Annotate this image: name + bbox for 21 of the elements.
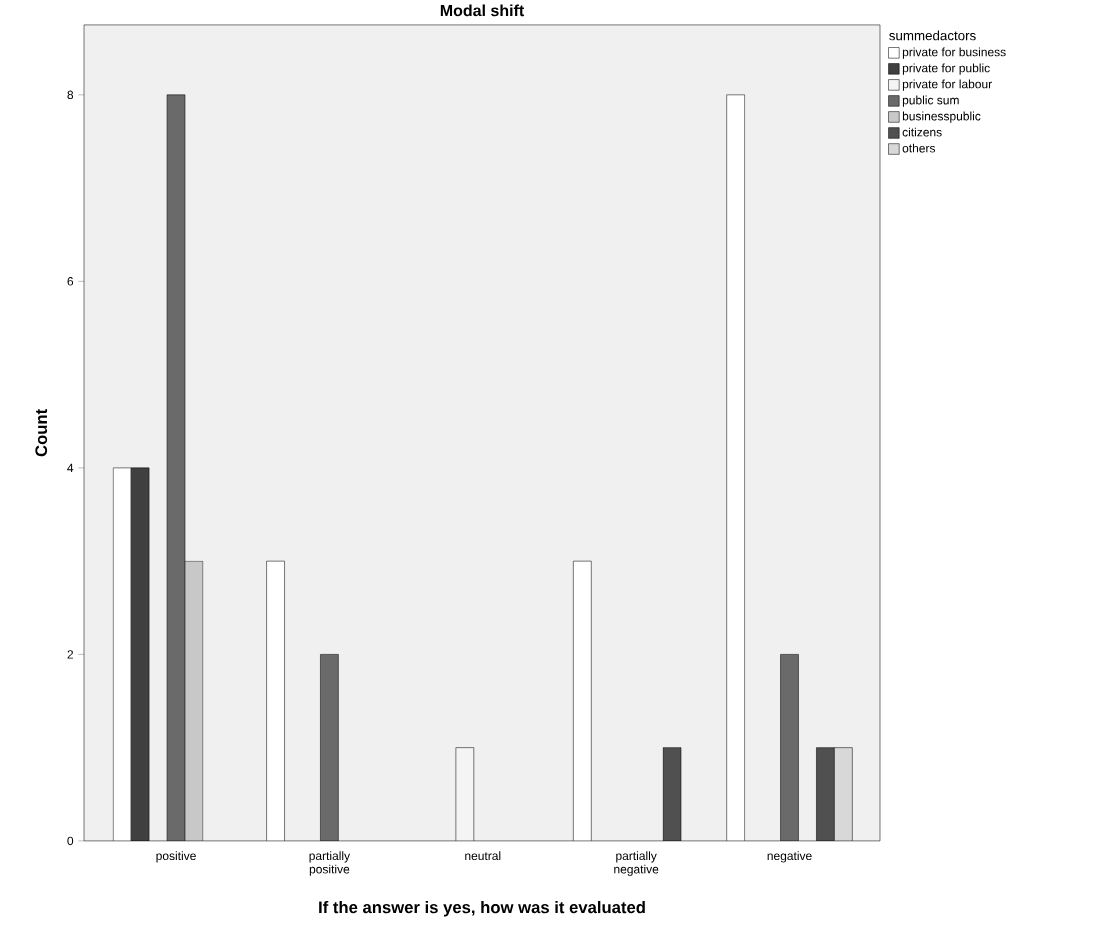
y-tick-label: 6 (67, 277, 74, 286)
legend-label: private for business (902, 47, 1006, 59)
x-tick-label: neutral (465, 851, 501, 861)
chart-title: Modal shift (440, 4, 525, 17)
y-tick-label: 8 (67, 90, 74, 100)
y-tick-label: 2 (67, 650, 73, 659)
x-tick-label: positive (156, 851, 196, 863)
x-tick-label: negative (767, 851, 812, 863)
legend-label: citizens (902, 127, 942, 137)
x-tick-label: partially positive (309, 851, 351, 877)
legend-label: private for public (902, 63, 990, 75)
legend-label: private for labour (902, 79, 992, 91)
legend-label: others (902, 143, 936, 153)
legend-title: summedactors (889, 30, 976, 41)
y-tick-label: 4 (67, 463, 74, 473)
y-tick-label: 0 (67, 836, 74, 846)
legend-label: businesspublic (902, 111, 981, 124)
y-axis-title: Count (35, 409, 48, 457)
x-tick-label: partially negative (614, 851, 659, 877)
x-axis-title: If the answer is yes, how was it evaluated (319, 901, 645, 917)
legend-label: public sum (902, 95, 959, 107)
